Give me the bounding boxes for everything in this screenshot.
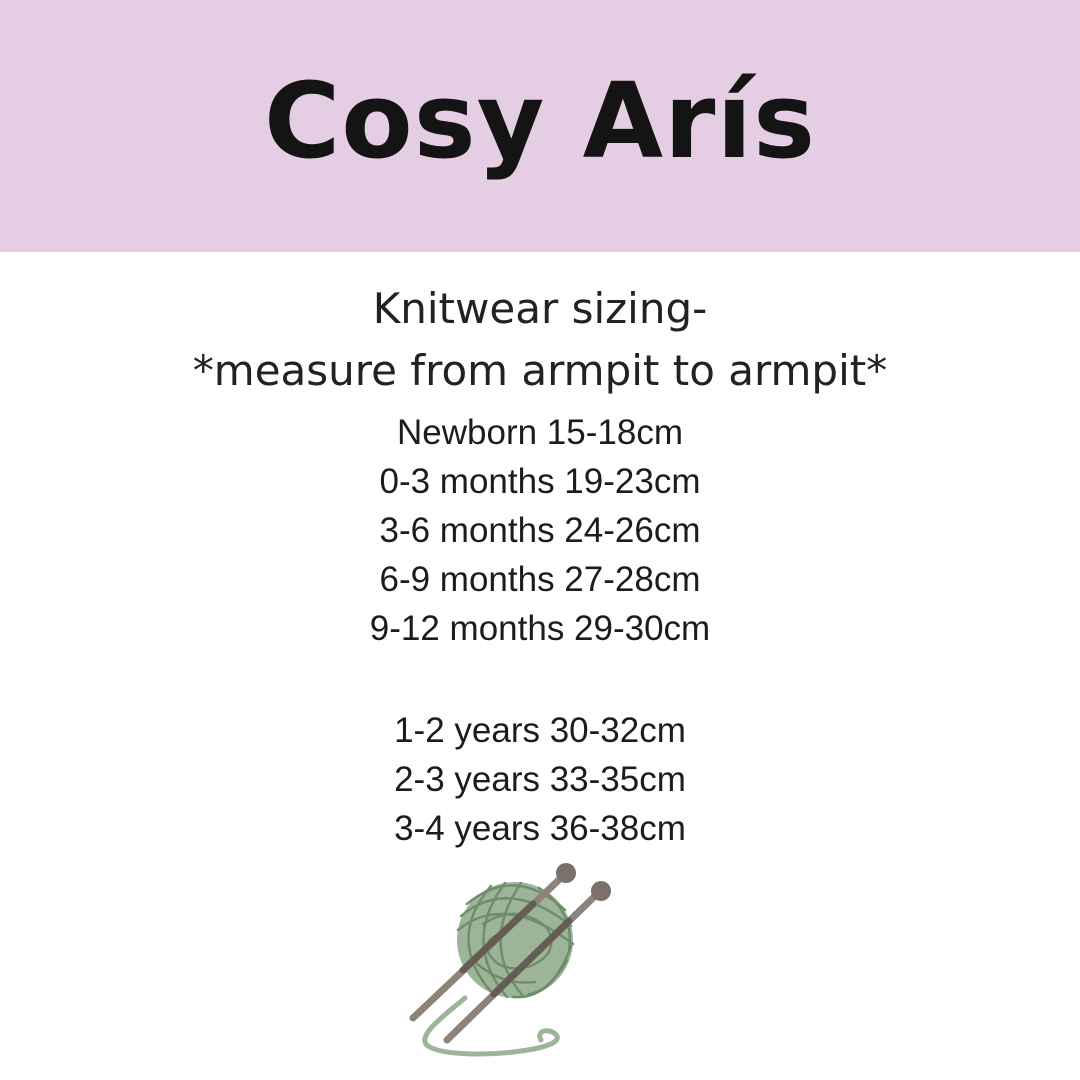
header-band: Cosy Arís: [0, 0, 1080, 252]
size-row-1-2-years: 1-2 years 30-32cm: [394, 711, 686, 750]
size-row-newborn: Newborn 15-18cm: [397, 413, 683, 452]
size-list: Newborn 15-18cm 0-3 months 19-23cm 3-6 m…: [0, 408, 1080, 853]
knitting-needle-upper: [409, 863, 576, 1022]
size-row-9-12-months: 9-12 months 29-30cm: [369, 609, 711, 648]
yarn-tail-strand: [422, 995, 560, 1057]
measure-instruction: *measure from armpit to armpit*: [192, 346, 888, 395]
size-group-baby: Newborn 15-18cm 0-3 months 19-23cm 3-6 m…: [0, 408, 1080, 653]
needle-head: [591, 881, 611, 901]
size-row-2-3-years: 2-3 years 33-35cm: [394, 760, 686, 799]
yarn-ball: [457, 882, 573, 998]
size-row-3-6-months: 3-6 months 24-26cm: [379, 511, 701, 550]
size-row-0-3-months: 0-3 months 19-23cm: [379, 462, 701, 501]
needle-shaft-through-ball: [459, 900, 537, 974]
sizing-heading: Knitwear sizing-: [372, 284, 708, 333]
size-group-toddler: 1-2 years 30-32cm 2-3 years 33-35cm 3-4 …: [0, 706, 1080, 853]
size-row-6-9-months: 6-9 months 27-28cm: [379, 560, 701, 599]
size-row-3-4-years: 3-4 years 36-38cm: [394, 809, 686, 848]
needle-shaft-through-ball: [490, 917, 573, 998]
knitting-needle-lower: [443, 881, 611, 1044]
sizing-content: Knitwear sizing- *measure from armpit to…: [0, 252, 1080, 853]
needle-head: [556, 863, 576, 883]
yarn-ball-knitting-needles-icon: [409, 863, 611, 1057]
brand-title: Cosy Arís: [263, 60, 816, 182]
